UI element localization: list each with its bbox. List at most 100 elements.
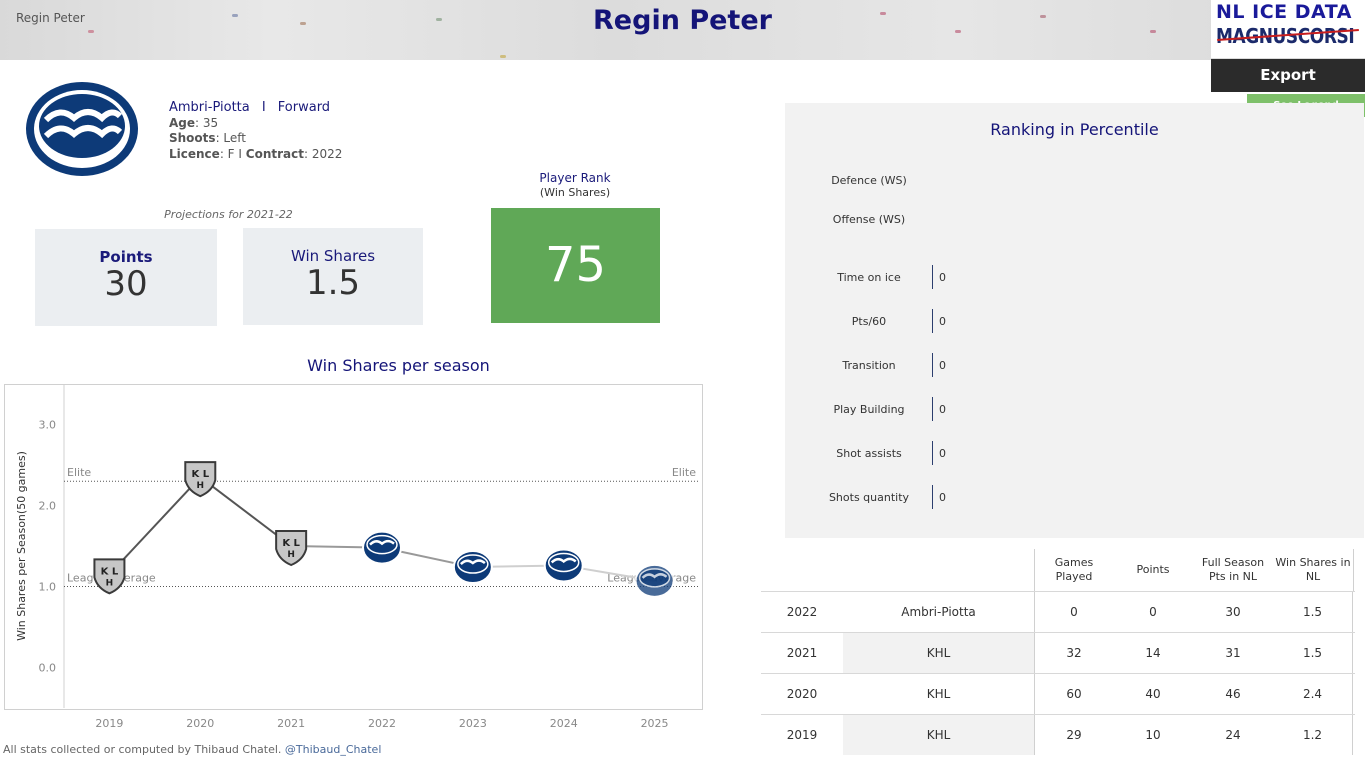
header-banner: Regin Peter Regin Peter NL ICE DATA MAGN… [0, 0, 1365, 60]
x-tick-label: 2021 [277, 717, 305, 730]
cell-full-season-pts: 30 [1225, 605, 1241, 619]
khl-logo-icon [93, 558, 126, 595]
y-tick-label: 0.0 [39, 662, 57, 675]
map-marker [1150, 30, 1156, 33]
player-rank-value: 75 [491, 208, 660, 323]
cell-win-shares: 1.5 [1273, 633, 1353, 673]
points-projection-card: Points 30 [35, 229, 217, 326]
player-shoots: Left [223, 131, 246, 145]
brand-logo[interactable]: NL ICE DATA MAGNUSCORSI [1211, 0, 1365, 58]
contract-label: Contract [245, 146, 304, 161]
player-age-row: Age: 35 [169, 115, 219, 130]
player-contract: 2022 [311, 146, 343, 161]
metric-label: Shots quantity [828, 491, 910, 504]
map-marker [880, 12, 886, 15]
series-line-segment [108, 476, 202, 576]
projections-caption: Projections for 2021-22 [164, 208, 293, 221]
header-points: Points [1136, 563, 1170, 576]
x-tick-label: 2024 [550, 717, 578, 730]
metric-value: 0 [939, 315, 946, 328]
metric-value: 0 [939, 271, 946, 284]
cell-year: 2022 [786, 605, 818, 619]
footer-handle-link[interactable]: @Thibaud_Chatel [284, 743, 382, 756]
cell-points: 10 [1145, 728, 1161, 742]
y-tick-label: 1.0 [39, 581, 57, 594]
points-value: 30 [104, 264, 148, 304]
cell-full-season-pts: 31 [1225, 646, 1241, 660]
cell-games-played: 29 [1034, 715, 1113, 755]
metric-bar [932, 265, 933, 289]
ranking-category-offense: Offense (WS) [832, 213, 906, 226]
points-label: Points [99, 248, 153, 266]
ranking-category-defence: Defence (WS) [831, 174, 907, 187]
cell-team: Ambri-Piotta [901, 605, 976, 619]
breadcrumb: Regin Peter [16, 11, 85, 25]
footer-credit: All stats collected or computed by Thiba… [3, 743, 381, 756]
map-marker [955, 30, 961, 33]
player-team: Ambri-Piotta [169, 100, 250, 115]
cell-team: KHL [926, 687, 951, 701]
khl-logo-letters: H [197, 481, 205, 491]
shoots-label: Shoots [169, 131, 216, 145]
header-win-shares: Win Shares in NL [1275, 556, 1351, 583]
metric-label: Transition [842, 359, 896, 372]
ambri-logo-mark [641, 573, 668, 579]
cell-full-season-pts: 24 [1225, 728, 1241, 742]
chart-frame [4, 384, 703, 710]
export-button[interactable]: Export [1211, 59, 1365, 92]
player-rank-subtitle: (Win Shares) [539, 186, 611, 199]
licence-label: Licence [169, 146, 220, 161]
table-row: 2020 KHL 60 40 46 2.4 [761, 673, 1355, 714]
cell-year: 2020 [786, 687, 818, 701]
win-shares-projection-card: Win Shares 1.5 [243, 228, 423, 325]
table-divider [1353, 549, 1354, 591]
x-tick-label: 2023 [459, 717, 487, 730]
cell-win-shares: 2.4 [1273, 674, 1353, 714]
y-tick-label: 3.0 [39, 419, 57, 432]
metric-bar [932, 397, 933, 421]
metric-bar [932, 441, 933, 465]
cell-games-played: 0 [1034, 592, 1113, 632]
map-marker [436, 18, 442, 21]
cell-games-played: 60 [1034, 674, 1113, 714]
cell-points: 40 [1145, 687, 1161, 701]
metric-value: 0 [939, 403, 946, 416]
player-licence-row: Licence: F I Contract: 2022 [169, 146, 343, 161]
map-marker [500, 55, 506, 58]
map-marker [232, 14, 238, 17]
ranking-panel: Ranking in Percentile Defence (WS) Offen… [785, 103, 1364, 538]
brand-logo-line1: NL ICE DATA [1216, 1, 1352, 23]
header-full-season-pts: Full Season Pts in NL [1201, 556, 1265, 583]
khl-logo-letters: K L [282, 538, 300, 549]
cell-team: KHL [843, 633, 1034, 673]
cell-full-season-pts: 46 [1225, 687, 1241, 701]
y-tick-label: 2.0 [39, 500, 57, 513]
khl-logo-letters: K L [191, 469, 209, 480]
x-tick-label: 2020 [186, 717, 214, 730]
metric-label: Time on ice [837, 271, 901, 284]
ambri-logo-mark [459, 559, 486, 565]
table-row: 2019 KHL 29 10 24 1.2 [761, 714, 1355, 755]
ambri-logo-mark [550, 557, 577, 564]
win-shares-chart: 0.0 1.0 2.0 3.0 Win Shares per Season(50 gam… [15, 384, 700, 730]
chart-title: Win Shares per season [307, 356, 490, 375]
cell-team: KHL [843, 715, 1034, 755]
metric-label: Play Building [833, 403, 905, 416]
header-games-played: Games Played [1054, 556, 1094, 583]
map-marker [88, 30, 94, 33]
player-rank-title: Player Rank [539, 171, 611, 185]
reference-line-label: Elite [67, 466, 91, 479]
y-axis-label: Win Shares per Season(50 games) [15, 451, 28, 641]
player-info: Ambri-Piotta I Forward Age: 35 Shoots: L… [169, 100, 342, 162]
khl-logo-letters: H [106, 578, 114, 588]
table-divider [1034, 549, 1035, 591]
metric-bar [932, 485, 933, 509]
khl-logo-icon [275, 530, 308, 567]
cell-year: 2021 [786, 646, 818, 660]
metric-value: 0 [939, 491, 946, 504]
metric-label: Shot assists [836, 447, 902, 460]
player-licence: F I [227, 146, 242, 161]
metric-value: 0 [939, 359, 946, 372]
player-age: 35 [202, 115, 219, 130]
win-shares-value: 1.5 [305, 263, 361, 303]
